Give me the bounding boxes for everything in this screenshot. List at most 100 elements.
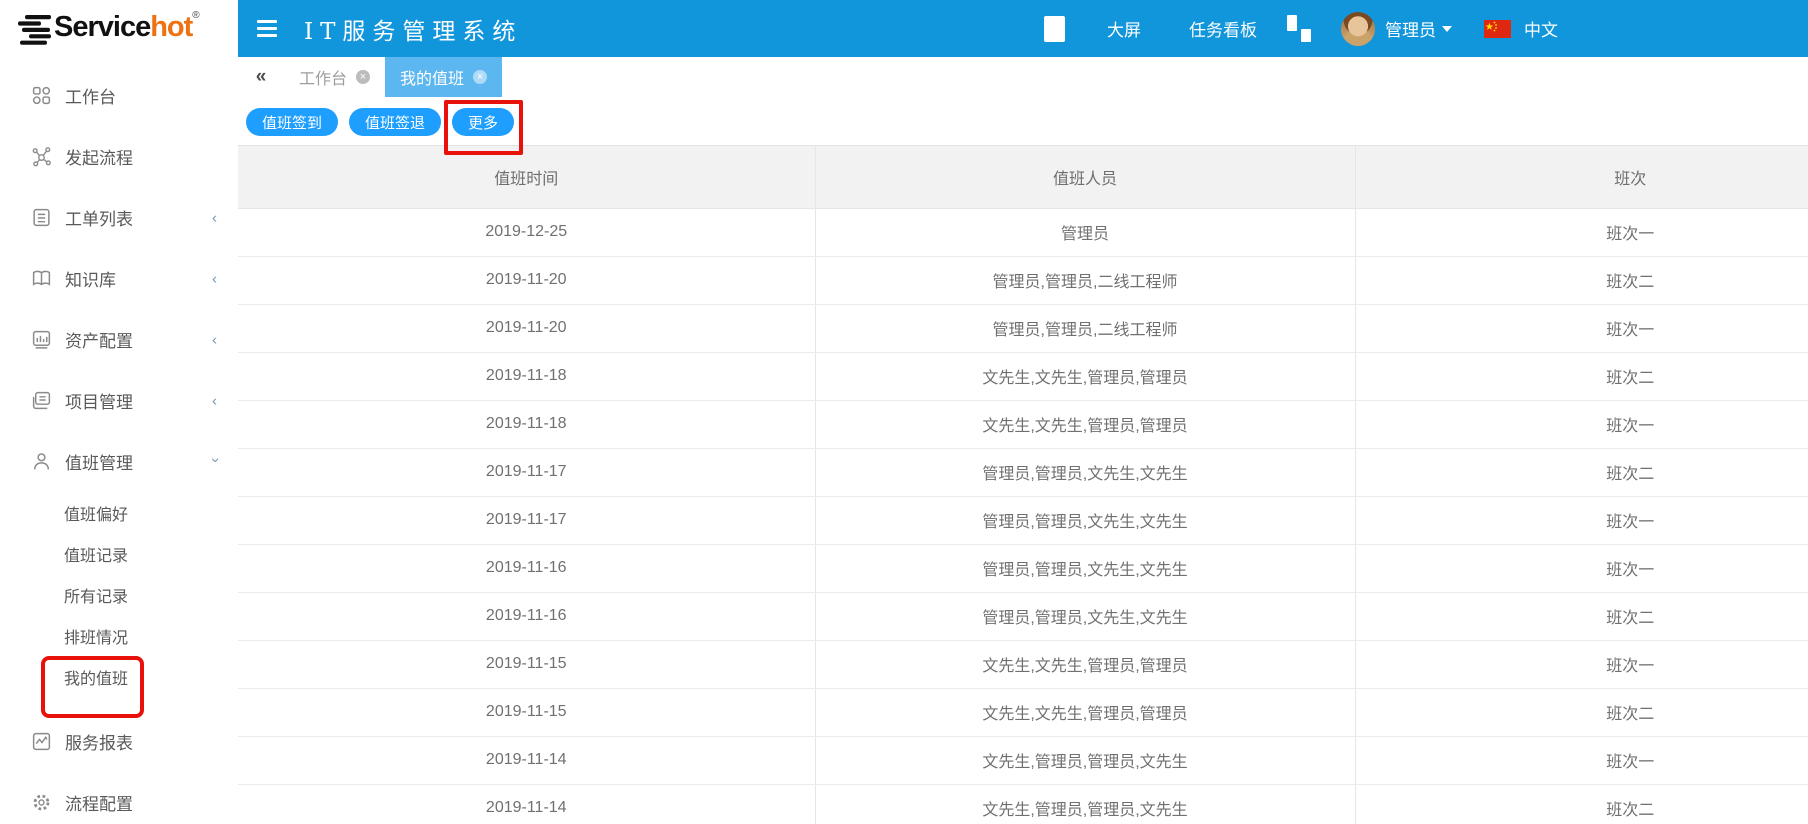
sidebar-item[interactable]: 工单列表 ‹ bbox=[0, 187, 238, 248]
sidebar-item-label: 值班记录 bbox=[64, 547, 129, 565]
sidebar-item[interactable]: 服务报表 ‹ bbox=[0, 711, 238, 772]
toolbar-button-wrap: 更多 bbox=[444, 100, 524, 155]
sidebar-item-label: 发起流程 bbox=[65, 149, 133, 168]
topbar-right: 大屏 任务看板 管理员 bbox=[1044, 11, 1558, 46]
cell-duty-time: 2019-11-20 bbox=[238, 256, 815, 305]
cell-duty-time: 2019-11-14 bbox=[238, 784, 815, 824]
table-row[interactable]: 2019-11-20 管理员,管理员,二线工程师 班次一 bbox=[238, 304, 1808, 353]
kanban-blocks-icon[interactable] bbox=[1287, 15, 1311, 42]
toolbar-button-wrap: 值班签到 bbox=[246, 108, 339, 145]
sidebar-item[interactable]: 排班情况 ‹ bbox=[0, 615, 238, 656]
user-menu[interactable]: 管理员 bbox=[1385, 16, 1452, 41]
chevron-down-icon bbox=[1442, 25, 1452, 32]
sidebar-item-label: 服务报表 bbox=[65, 734, 133, 753]
grid-icon bbox=[31, 85, 52, 106]
china-flag-icon[interactable] bbox=[1484, 19, 1511, 38]
sidebar-item-label: 值班偏好 bbox=[64, 506, 129, 524]
toolbar-button[interactable]: 值班签到 bbox=[246, 108, 339, 136]
sidebar-item-label: 流程配置 bbox=[65, 795, 133, 814]
cell-shift: 班次一 bbox=[1354, 304, 1808, 353]
sidebar-item-label: 知识库 bbox=[65, 271, 116, 290]
tab-strip: « 工作台 × 我的值班 × bbox=[238, 57, 1808, 97]
sidebar-item-label: 项目管理 bbox=[65, 393, 133, 412]
sidebar-item[interactable]: 所有记录 ‹ bbox=[0, 574, 238, 615]
tab-close-icon[interactable]: × bbox=[356, 70, 371, 84]
toolbar-button[interactable]: 值班签退 bbox=[349, 108, 442, 136]
table-row[interactable]: 2019-11-17 管理员,管理员,文先生,文先生 班次一 bbox=[238, 496, 1808, 545]
tab-label: 工作台 bbox=[299, 71, 348, 88]
toolbar-button-wrap: 值班签退 bbox=[349, 108, 442, 145]
cell-duty-time: 2019-11-18 bbox=[238, 400, 815, 449]
cell-duty-time: 2019-11-17 bbox=[238, 448, 815, 497]
cell-shift: 班次二 bbox=[1354, 592, 1808, 641]
sidebar-item[interactable]: 值班记录 ‹ bbox=[0, 533, 238, 574]
col-header-duty-time: 值班时间 bbox=[238, 146, 815, 209]
book-icon bbox=[31, 268, 52, 289]
table-row[interactable]: 2019-11-18 文先生,文先生,管理员,管理员 班次二 bbox=[238, 352, 1808, 401]
tab[interactable]: 工作台 × bbox=[284, 57, 385, 97]
table-row[interactable]: 2019-11-18 文先生,文先生,管理员,管理员 班次一 bbox=[238, 400, 1808, 449]
sidebar-item-label: 工作台 bbox=[65, 88, 116, 107]
cell-shift: 班次一 bbox=[1354, 544, 1808, 593]
logo-text-hot: hot bbox=[150, 11, 193, 43]
gear-icon bbox=[31, 792, 52, 813]
main-area: IT服务管理系统 大屏 任务看板 管理员 bbox=[238, 0, 1808, 824]
app-title: IT服务管理系统 bbox=[304, 18, 523, 45]
cell-shift: 班次一 bbox=[1354, 400, 1808, 449]
duty-table: 值班时间 值班人员 班次 2019-12-25 管理员 班次一 bbox=[238, 146, 1808, 824]
cell-duty-people: 文先生,文先生,管理员,管理员 bbox=[814, 400, 1355, 449]
cell-shift: 班次二 bbox=[1354, 784, 1808, 824]
table-row[interactable]: 2019-11-14 文先生,管理员,管理员,文先生 班次二 bbox=[238, 784, 1808, 824]
table-row[interactable]: 2019-11-14 文先生,管理员,管理员,文先生 班次一 bbox=[238, 736, 1808, 785]
table-row[interactable]: 2019-11-15 文先生,文先生,管理员,管理员 班次一 bbox=[238, 640, 1808, 689]
col-header-duty-people: 值班人员 bbox=[814, 146, 1355, 209]
chevron-icon: ‹ bbox=[212, 270, 217, 287]
sidebar-item[interactable]: 值班管理 ‹ bbox=[0, 431, 238, 492]
sidebar-item[interactable]: 资产配置 ‹ bbox=[0, 309, 238, 370]
flow-icon bbox=[31, 146, 52, 167]
hamburger-menu-icon[interactable] bbox=[257, 20, 277, 37]
cell-duty-time: 2019-11-16 bbox=[238, 592, 815, 641]
sidebar-item[interactable]: 发起流程 ‹ bbox=[0, 126, 238, 187]
cell-shift: 班次一 bbox=[1354, 208, 1808, 257]
sidebar-item[interactable]: 值班偏好 ‹ bbox=[0, 492, 238, 533]
table-row[interactable]: 2019-11-16 管理员,管理员,文先生,文先生 班次一 bbox=[238, 544, 1808, 593]
cell-duty-people: 管理员,管理员,文先生,文先生 bbox=[814, 496, 1355, 545]
user-icon bbox=[31, 451, 52, 472]
cell-duty-time: 2019-11-17 bbox=[238, 496, 815, 545]
user-avatar[interactable] bbox=[1341, 11, 1375, 46]
big-screen-icon[interactable] bbox=[1044, 15, 1065, 42]
cell-duty-time: 2019-11-15 bbox=[238, 640, 815, 689]
table-header-row: 值班时间 值班人员 班次 bbox=[238, 146, 1808, 209]
chevron-icon: ‹ bbox=[212, 209, 217, 226]
col-header-shift: 班次 bbox=[1354, 146, 1808, 209]
cell-duty-people: 管理员,管理员,二线工程师 bbox=[814, 256, 1355, 305]
cell-duty-time: 2019-11-18 bbox=[238, 352, 815, 401]
language-switcher[interactable]: 中文 bbox=[1524, 21, 1558, 40]
sidebar-item[interactable]: 工作台 ‹ bbox=[0, 65, 238, 126]
collapse-tabs-icon[interactable]: « bbox=[255, 66, 267, 87]
cell-duty-people: 管理员,管理员,文先生,文先生 bbox=[814, 448, 1355, 497]
tab-close-icon[interactable]: × bbox=[473, 70, 488, 84]
table-row[interactable]: 2019-11-15 文先生,文先生,管理员,管理员 班次二 bbox=[238, 688, 1808, 737]
sidebar-item[interactable]: 知识库 ‹ bbox=[0, 248, 238, 309]
topbar-link-dashboard[interactable]: 大屏 bbox=[1107, 21, 1141, 40]
table-row[interactable]: 2019-12-25 管理员 班次一 bbox=[238, 208, 1808, 257]
user-name-label: 管理员 bbox=[1385, 21, 1436, 40]
tab[interactable]: 我的值班 × bbox=[385, 57, 503, 97]
topbar-link-taskboard[interactable]: 任务看板 bbox=[1189, 21, 1257, 40]
toolbar-button[interactable]: 更多 bbox=[452, 108, 515, 136]
table-row[interactable]: 2019-11-16 管理员,管理员,文先生,文先生 班次二 bbox=[238, 592, 1808, 641]
logo-s-icon bbox=[18, 15, 51, 45]
table-row[interactable]: 2019-11-17 管理员,管理员,文先生,文先生 班次二 bbox=[238, 448, 1808, 497]
table-row[interactable]: 2019-11-20 管理员,管理员,二线工程师 班次二 bbox=[238, 256, 1808, 305]
sidebar-item[interactable]: 项目管理 ‹ bbox=[0, 370, 238, 431]
cell-duty-people: 文先生,管理员,管理员,文先生 bbox=[814, 784, 1355, 824]
sidebar-item[interactable]: 我的值班 ‹ bbox=[0, 656, 238, 718]
sidebar-item[interactable]: 流程配置 ‹ bbox=[0, 772, 238, 824]
report-icon bbox=[31, 731, 52, 752]
topbar: IT服务管理系统 大屏 任务看板 管理员 bbox=[238, 0, 1808, 57]
cell-duty-people: 管理员,管理员,二线工程师 bbox=[814, 304, 1355, 353]
sidebar-item-label: 工单列表 bbox=[65, 210, 133, 229]
